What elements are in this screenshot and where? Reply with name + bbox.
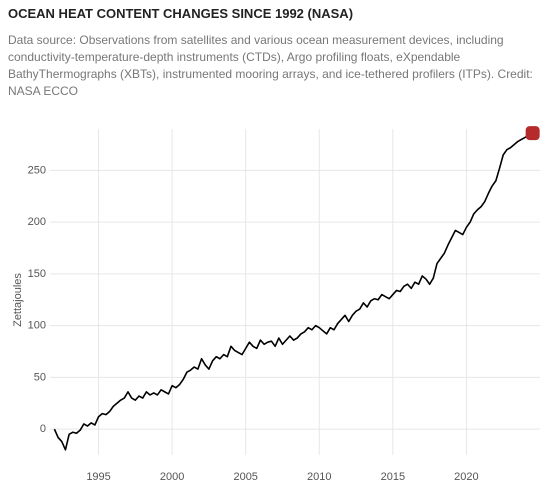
x-tick-label: 2010 [307,471,331,483]
last-point-marker [525,126,540,141]
y-tick-label: 0 [40,423,46,435]
chart-title: OCEAN HEAT CONTENT CHANGES SINCE 1992 (N… [8,6,354,21]
y-tick-label: 150 [28,268,46,280]
chart-subtitle: Data source: Observations from satellite… [8,33,533,98]
y-tick-label: 100 [28,320,46,332]
line [53,132,534,451]
x-tick-label: 2020 [454,471,478,483]
y-tick-label: 200 [28,216,46,228]
x-tick-label: 1995 [86,471,110,483]
x-tick-label: 2015 [381,471,405,483]
y-axis-label: Zettajoules [12,273,24,327]
y-tick-label: 250 [28,164,46,176]
x-tick-label: 2005 [233,471,257,483]
x-tick-label: 2000 [160,471,184,483]
y-tick-label: 50 [34,371,46,383]
